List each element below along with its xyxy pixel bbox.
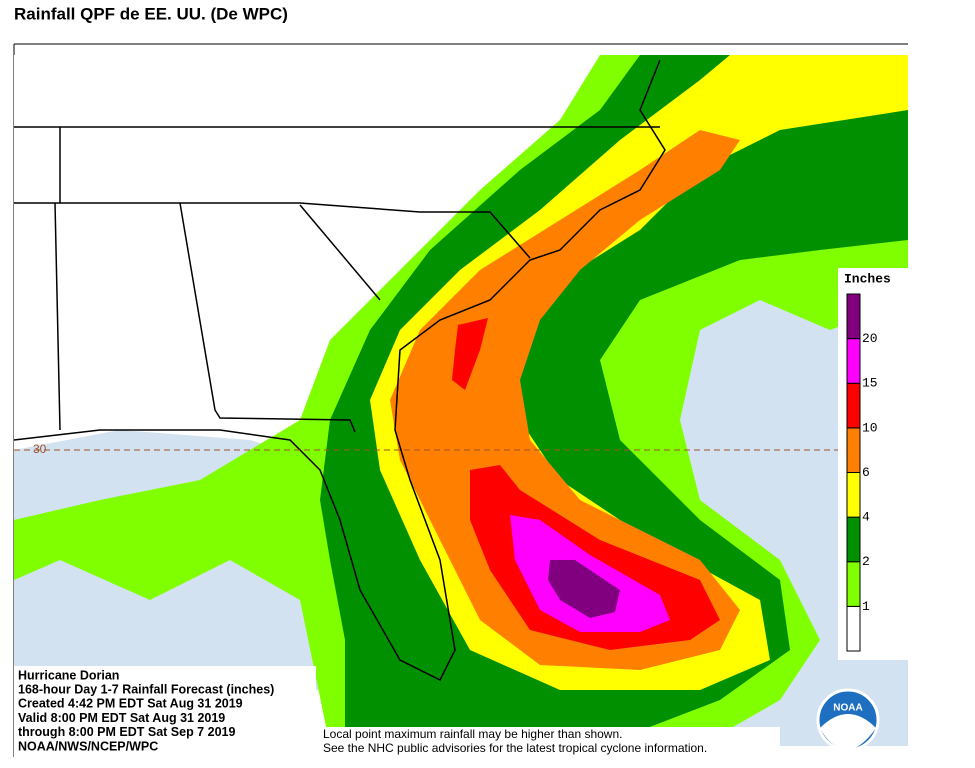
- note-line: Local point maximum rainfall may be high…: [323, 727, 622, 741]
- legend-label: 20: [862, 331, 878, 346]
- legend-swatch: [846, 472, 861, 518]
- noaa-logo: NOAA: [816, 688, 880, 752]
- legend-label: 10: [862, 420, 878, 435]
- legend-label: 4: [862, 510, 870, 525]
- latitude-label: 30: [33, 442, 47, 456]
- logo-text: NOAA: [833, 703, 862, 714]
- title: Rainfall QPF de EE. UU. (De WPC): [14, 4, 288, 23]
- info-line: Valid 8:00 PM EDT Sat Aug 31 2019: [18, 711, 225, 725]
- legend-swatch: [846, 561, 861, 607]
- info-box: [14, 666, 316, 757]
- legend-label: 2: [862, 554, 870, 569]
- legend-swatch: [846, 605, 861, 652]
- legend-title: Inches: [844, 271, 891, 286]
- legend-swatch: [846, 516, 861, 563]
- legend-label: 15: [862, 376, 878, 391]
- info-line: 168-hour Day 1-7 Rainfall Forecast (inch…: [18, 682, 274, 696]
- legend-swatch: [846, 338, 861, 384]
- legend-swatch: [846, 382, 861, 429]
- legend-label: 1: [862, 599, 870, 614]
- legend-swatch: [846, 293, 861, 340]
- note-line: See the NHC public advisories for the la…: [323, 741, 707, 755]
- info-line: Created 4:42 PM EDT Sat Aug 31 2019: [18, 697, 243, 711]
- legend-label: 6: [862, 465, 870, 480]
- legend-swatch: [846, 427, 861, 473]
- info-line: through 8:00 PM EDT Sat Sep 7 2019: [18, 725, 235, 739]
- legend: Inches 1 2 4 6 10 15 20: [838, 268, 908, 660]
- note-box: [320, 727, 780, 757]
- boundaries: [13, 59, 666, 682]
- info-line: Hurricane Dorian: [18, 668, 119, 682]
- rainfall-bands: [14, 55, 908, 746]
- info-line: NOAA/NWS/NCEP/WPC: [18, 739, 158, 753]
